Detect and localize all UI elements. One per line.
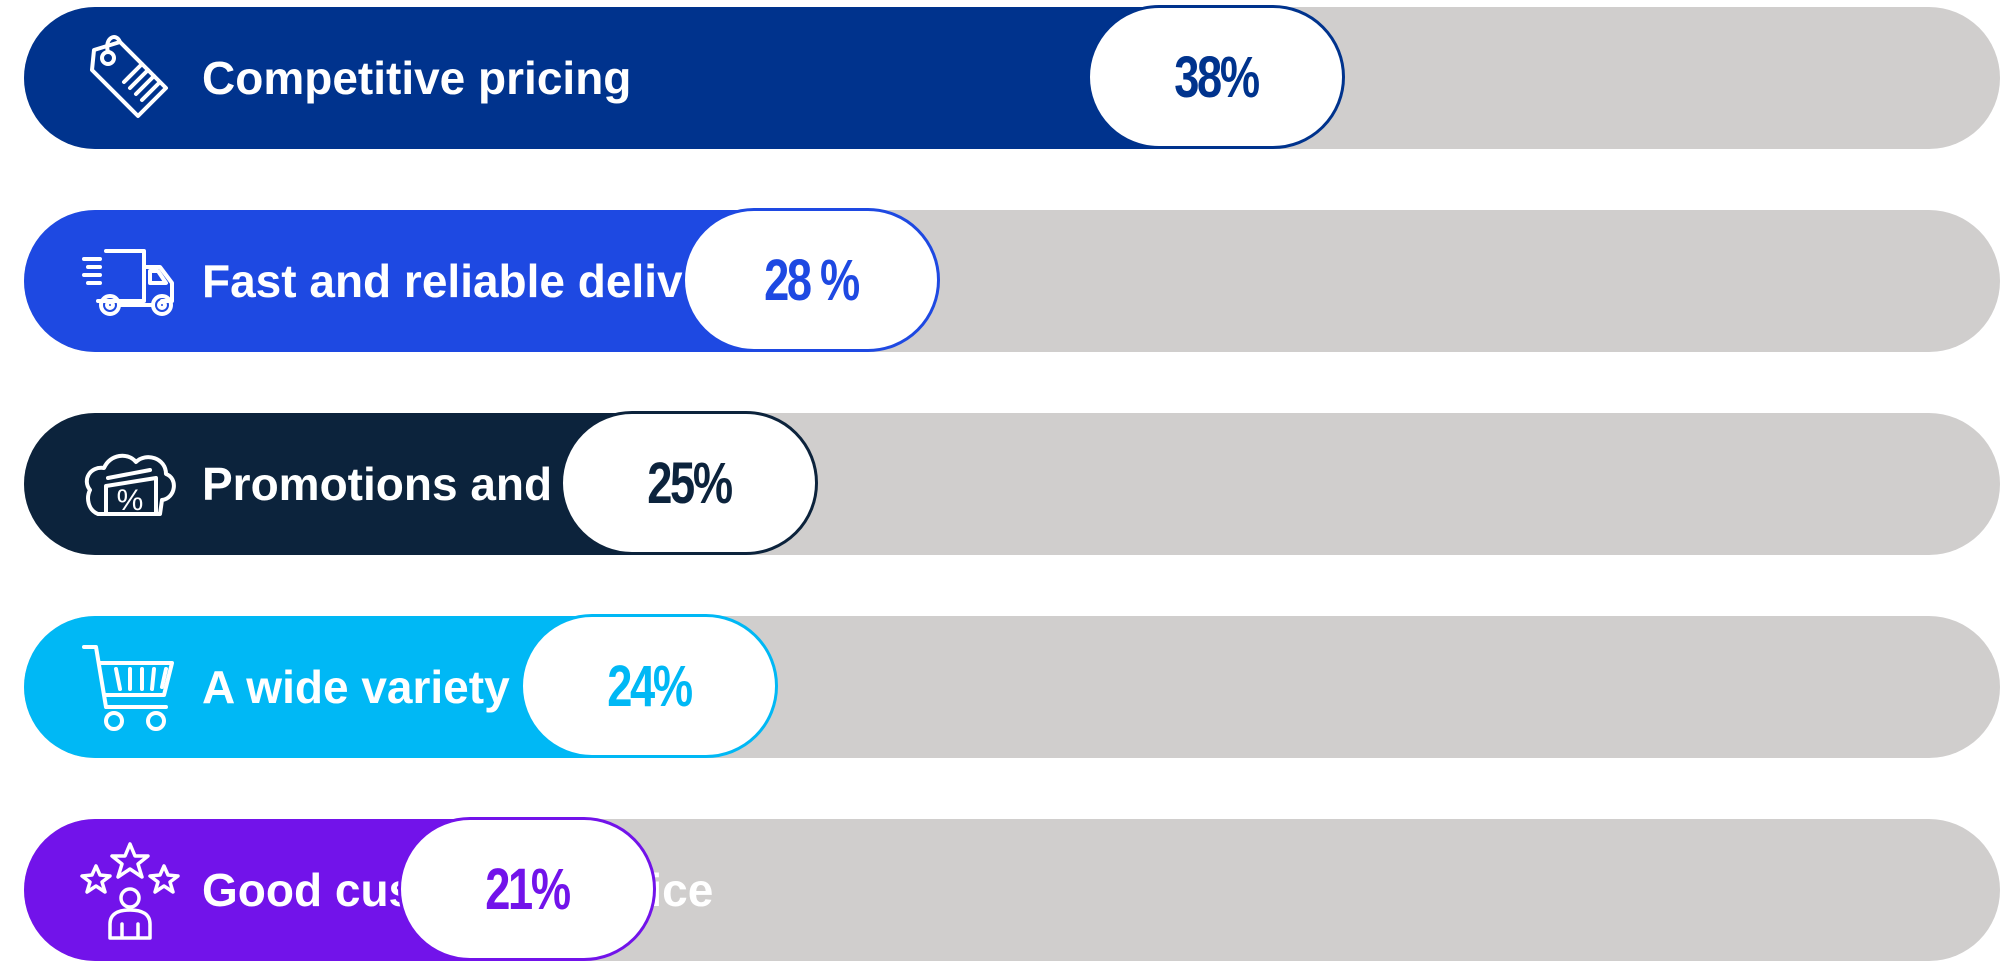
discount-percent-icon: % <box>80 434 180 534</box>
bar-row: Fast and reliable delivery 28 % <box>24 208 2000 352</box>
customer-rating-icon <box>80 840 180 940</box>
bar-row: Competitive pricing 38% <box>24 5 2000 149</box>
bar-value-label: 28 % <box>763 247 860 313</box>
svg-text:%: % <box>117 484 144 517</box>
bar-row: % Promotions and discounts 25% <box>24 411 2000 555</box>
shopping-cart-icon <box>80 637 180 737</box>
bar-fill <box>24 7 1286 149</box>
bar-value-label: 25% <box>647 450 733 516</box>
bar-category-label: Fast and reliable delivery <box>202 255 752 307</box>
bar-value-pill: 28 % <box>681 208 940 352</box>
bar-value-pill: 21% <box>398 817 656 961</box>
bar-value-label: 24% <box>606 653 693 719</box>
bar-value-pill: 24% <box>519 614 778 758</box>
price-tag-icon <box>80 28 180 128</box>
bar-row: A wide variety of products 24% <box>24 614 2000 758</box>
bar-value-pill: 38% <box>1087 5 1346 149</box>
bar-value-pill: 25% <box>560 411 819 555</box>
delivery-truck-icon <box>80 231 180 331</box>
bar-value-label: 38% <box>1174 44 1261 110</box>
bar-category-label: Competitive pricing <box>202 52 632 104</box>
bar-value-label: 21% <box>485 856 571 922</box>
bar-row: Good customer service21% <box>24 817 2000 961</box>
